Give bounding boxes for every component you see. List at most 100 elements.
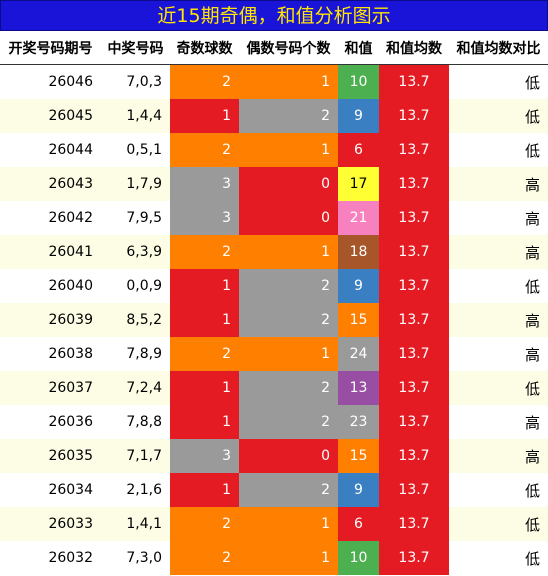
even-count-cell: 0	[239, 439, 338, 473]
issue-cell: 26046	[0, 64, 101, 99]
sum-comparison-cell: 低	[449, 64, 548, 99]
sum-average-cell: 13.7	[379, 439, 449, 473]
winning-numbers-cell: 6,3,9	[101, 235, 170, 269]
sum-comparison-cell: 高	[449, 337, 548, 371]
winning-numbers-cell: 7,8,8	[101, 405, 170, 439]
sum-comparison-cell: 低	[449, 133, 548, 167]
table-row: 26034 2,1,6 1 2 9 13.7 低	[0, 473, 548, 507]
odd-count-cell: 2	[170, 235, 239, 269]
sum-cell: 9	[338, 99, 379, 133]
winning-numbers-cell: 1,4,1	[101, 507, 170, 541]
table-row: 26035 7,1,7 3 0 15 13.7 高	[0, 439, 548, 473]
table-row: 26039 8,5,2 1 2 15 13.7 高	[0, 303, 548, 337]
sum-cell: 6	[338, 133, 379, 167]
winning-numbers-cell: 0,5,1	[101, 133, 170, 167]
sum-average-cell: 13.7	[379, 371, 449, 405]
sum-average-cell: 13.7	[379, 133, 449, 167]
header-sum: 和值	[338, 31, 379, 65]
even-count-cell: 1	[239, 64, 338, 99]
even-count-cell: 1	[239, 235, 338, 269]
even-count-cell: 0	[239, 201, 338, 235]
table-row: 26042 7,9,5 3 0 21 13.7 高	[0, 201, 548, 235]
table-row: 26044 0,5,1 2 1 6 13.7 低	[0, 133, 548, 167]
winning-numbers-cell: 7,2,4	[101, 371, 170, 405]
odd-count-cell: 2	[170, 337, 239, 371]
issue-cell: 26044	[0, 133, 101, 167]
issue-cell: 26032	[0, 541, 101, 575]
even-count-cell: 2	[239, 371, 338, 405]
sum-average-cell: 13.7	[379, 337, 449, 371]
issue-cell: 26033	[0, 507, 101, 541]
sum-cell: 21	[338, 201, 379, 235]
sum-cell: 24	[338, 337, 379, 371]
table-row: 26037 7,2,4 1 2 13 13.7 低	[0, 371, 548, 405]
sum-comparison-cell: 低	[449, 541, 548, 575]
sum-cell: 17	[338, 167, 379, 201]
issue-cell: 26043	[0, 167, 101, 201]
even-count-cell: 2	[239, 269, 338, 303]
table-row: 26043 1,7,9 3 0 17 13.7 高	[0, 167, 548, 201]
odd-count-cell: 1	[170, 99, 239, 133]
even-count-cell: 1	[239, 507, 338, 541]
sum-average-cell: 13.7	[379, 269, 449, 303]
table-row: 26033 1,4,1 2 1 6 13.7 低	[0, 507, 548, 541]
sum-comparison-cell: 高	[449, 405, 548, 439]
odd-count-cell: 1	[170, 405, 239, 439]
sum-comparison-cell: 低	[449, 99, 548, 133]
even-count-cell: 0	[239, 167, 338, 201]
table-body: 26046 7,0,3 2 1 10 13.7 低 26045 1,4,4 1 2 9 13.7 低 260…	[0, 64, 548, 575]
sum-average-cell: 13.7	[379, 167, 449, 201]
header-sum-average: 和值均数	[379, 31, 449, 65]
table-row: 26041 6,3,9 2 1 18 13.7 高	[0, 235, 548, 269]
even-count-cell: 2	[239, 473, 338, 507]
table-row: 26038 7,8,9 2 1 24 13.7 高	[0, 337, 548, 371]
sum-average-cell: 13.7	[379, 235, 449, 269]
odd-even-sum-table: 开奖号码期号 中奖号码 奇数球数 偶数号码个数 和值 和值均数 和值均数对比 2…	[0, 31, 548, 575]
sum-comparison-cell: 低	[449, 269, 548, 303]
sum-cell: 10	[338, 64, 379, 99]
odd-count-cell: 1	[170, 269, 239, 303]
table-row: 26040 0,0,9 1 2 9 13.7 低	[0, 269, 548, 303]
sum-comparison-cell: 高	[449, 235, 548, 269]
issue-cell: 26035	[0, 439, 101, 473]
sum-comparison-cell: 高	[449, 439, 548, 473]
issue-cell: 26036	[0, 405, 101, 439]
winning-numbers-cell: 8,5,2	[101, 303, 170, 337]
sum-comparison-cell: 高	[449, 201, 548, 235]
header-numbers: 中奖号码	[101, 31, 170, 65]
header-issue: 开奖号码期号	[0, 31, 101, 65]
odd-count-cell: 1	[170, 371, 239, 405]
issue-cell: 26045	[0, 99, 101, 133]
even-count-cell: 2	[239, 303, 338, 337]
even-count-cell: 2	[239, 405, 338, 439]
sum-average-cell: 13.7	[379, 303, 449, 337]
sum-average-cell: 13.7	[379, 473, 449, 507]
sum-cell: 13	[338, 371, 379, 405]
sum-comparison-cell: 低	[449, 507, 548, 541]
table-row: 26036 7,8,8 1 2 23 13.7 高	[0, 405, 548, 439]
sum-average-cell: 13.7	[379, 201, 449, 235]
sum-cell: 15	[338, 439, 379, 473]
winning-numbers-cell: 7,0,3	[101, 64, 170, 99]
odd-count-cell: 3	[170, 167, 239, 201]
sum-cell: 9	[338, 473, 379, 507]
issue-cell: 26038	[0, 337, 101, 371]
odd-count-cell: 1	[170, 473, 239, 507]
header-even-count: 偶数号码个数	[239, 31, 338, 65]
table-row: 26045 1,4,4 1 2 9 13.7 低	[0, 99, 548, 133]
odd-count-cell: 2	[170, 64, 239, 99]
sum-cell: 10	[338, 541, 379, 575]
winning-numbers-cell: 7,9,5	[101, 201, 170, 235]
sum-comparison-cell: 高	[449, 167, 548, 201]
issue-cell: 26037	[0, 371, 101, 405]
sum-average-cell: 13.7	[379, 99, 449, 133]
odd-count-cell: 2	[170, 133, 239, 167]
sum-average-cell: 13.7	[379, 507, 449, 541]
winning-numbers-cell: 1,7,9	[101, 167, 170, 201]
odd-count-cell: 3	[170, 201, 239, 235]
winning-numbers-cell: 7,8,9	[101, 337, 170, 371]
sum-comparison-cell: 低	[449, 371, 548, 405]
table-row: 26046 7,0,3 2 1 10 13.7 低	[0, 64, 548, 99]
sum-cell: 15	[338, 303, 379, 337]
issue-cell: 26039	[0, 303, 101, 337]
